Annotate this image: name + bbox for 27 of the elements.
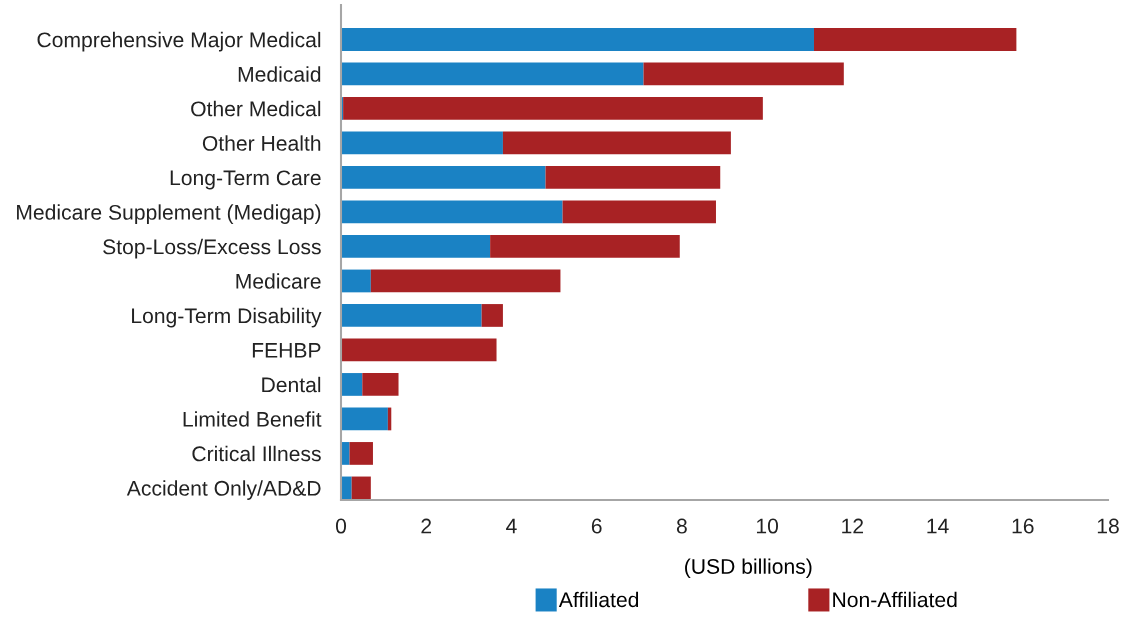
y-tick-label: Critical Illness [192,445,321,462]
x-tick-label: 14 [927,518,949,534]
x-tick-label: 16 [1012,518,1034,534]
y-tick-label: Limited Benefit [183,411,322,427]
y-tick-label: Long-Term Disability [132,307,322,328]
y-tick-label: FEHBP [252,343,321,358]
x-tick-label: 8 [676,518,687,534]
y-tick-label: Other Medical [191,100,321,117]
y-tick-label: Stop-Loss/Excess Loss [103,238,321,259]
y-tick-label: Medicaid [238,66,321,82]
x-tick-label: 18 [1097,518,1119,534]
legend-label: Non-Affiliated [833,591,957,608]
x-tick-label: 12 [842,518,864,534]
x-tick-label: 0 [335,518,347,534]
x-tick-label: 2 [421,518,432,534]
y-tick-label: Medicare Supplement (Medigap) [17,204,321,224]
x-tick-label: 10 [756,518,779,534]
x-tick-label: 6 [591,518,602,534]
y-tick-label: Long-Term Care [170,170,321,190]
y-tick-label: Medicare [236,273,321,289]
x-tick-label: 4 [506,518,517,534]
x-axis-title: (USD billions) [685,558,812,579]
y-tick-label: Comprehensive Major Medical [37,31,321,52]
y-tick-label: Accident Only/AD&D [126,480,321,500]
y-tick-label: Other Health [202,135,321,151]
y-tick-label: Dental [262,376,321,393]
legend-label: Affiliated [558,591,639,608]
